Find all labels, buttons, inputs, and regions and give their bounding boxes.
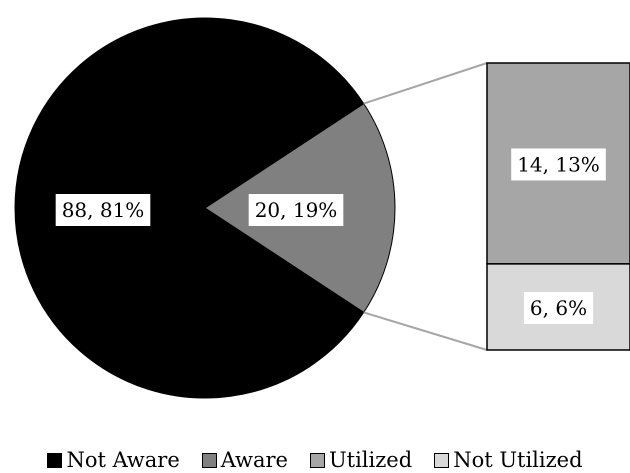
legend-label-aware: Aware <box>220 448 288 472</box>
data-label-not-aware-text: 88, 81% <box>62 198 145 222</box>
legend-item-not-aware: Not Aware <box>47 448 180 472</box>
data-label-not-utilized-box <box>523 291 594 324</box>
bar-of-pie-chart: 88, 81% 20, 19% 14, 13% 6, 6% <box>14 17 630 399</box>
data-label-not-utilized-text: 6, 6% <box>530 296 587 320</box>
legend-label-utilized: Utilized <box>328 448 413 472</box>
legend-swatch-not-utilized <box>434 452 450 468</box>
legend-swatch-utilized <box>309 452 325 468</box>
legend: Not Aware Aware Utilized Not Utilized <box>0 448 630 472</box>
legend-swatch-aware <box>201 452 217 468</box>
data-label-utilized-text: 14, 13% <box>517 152 600 176</box>
pie-slice-not-aware <box>14 17 365 399</box>
connector-line-top <box>363 62 488 105</box>
legend-swatch-not-aware <box>47 452 63 468</box>
legend-item-aware: Aware <box>201 448 288 472</box>
connector-line-bottom <box>363 311 488 351</box>
breakdown-bar <box>486 62 630 351</box>
legend-item-not-utilized: Not Utilized <box>434 448 583 472</box>
data-label-aware-text: 20, 19% <box>255 198 338 222</box>
data-label-aware-box <box>248 194 344 226</box>
data-label-not-utilized: 6, 6% <box>523 291 594 324</box>
data-labels: 88, 81% 20, 19% 14, 13% 6, 6% <box>55 148 606 324</box>
data-label-not-aware: 88, 81% <box>55 194 151 226</box>
legend-label-not-aware: Not Aware <box>66 448 180 472</box>
legend-label-not-utilized: Not Utilized <box>453 448 583 472</box>
data-label-utilized-box <box>511 148 606 181</box>
data-label-aware: 20, 19% <box>248 194 344 226</box>
data-label-not-aware-box <box>55 194 151 226</box>
legend-item-utilized: Utilized <box>309 448 413 472</box>
data-label-utilized: 14, 13% <box>511 148 606 181</box>
connector-lines <box>363 62 488 351</box>
